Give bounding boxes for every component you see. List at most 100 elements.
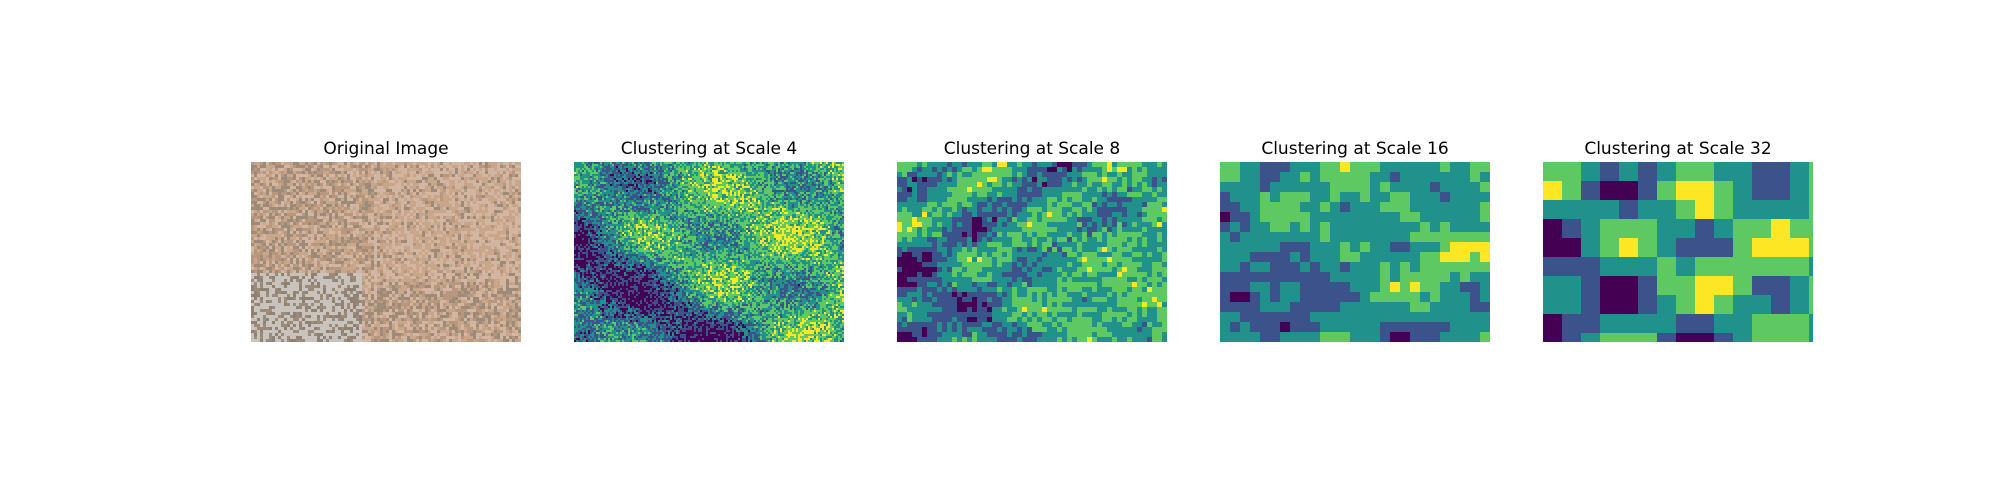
- photo-pixel: [479, 252, 483, 256]
- photo-pixel: [338, 255, 342, 259]
- photo-pixel: [326, 312, 330, 316]
- photo-pixel: [257, 168, 261, 172]
- photo-pixel: [431, 195, 435, 199]
- photo-pixel: [389, 201, 393, 205]
- photo-pixel: [314, 210, 318, 214]
- photo-pixel: [446, 246, 450, 250]
- photo-pixel: [341, 183, 345, 187]
- photo-pixel: [443, 237, 447, 241]
- photo-pixel: [251, 195, 255, 199]
- panel-original-image: Original Image: [251, 136, 521, 342]
- photo-pixel: [437, 273, 441, 277]
- photo-pixel: [416, 288, 420, 292]
- photo-pixel: [434, 270, 438, 274]
- photo-pixel: [440, 312, 444, 316]
- photo-pixel: [266, 279, 270, 283]
- photo-pixel: [257, 303, 261, 307]
- photo-pixel: [500, 222, 504, 226]
- photo-pixel: [398, 228, 402, 232]
- photo-pixel: [446, 231, 450, 235]
- photo-pixel: [455, 270, 459, 274]
- photo-pixel: [470, 294, 474, 298]
- photo-pixel: [416, 243, 420, 247]
- photo-pixel: [503, 183, 507, 187]
- photo-pixel: [413, 261, 417, 265]
- photo-pixel: [371, 207, 375, 211]
- photo-pixel: [263, 231, 267, 235]
- photo-pixel: [461, 246, 465, 250]
- photo-pixel: [254, 294, 258, 298]
- photo-pixel: [338, 186, 342, 190]
- photo-pixel: [344, 270, 348, 274]
- photo-pixel: [422, 318, 426, 322]
- photo-pixel: [296, 285, 300, 289]
- photo-pixel: [254, 225, 258, 229]
- photo-pixel: [437, 243, 441, 247]
- photo-pixel: [503, 270, 507, 274]
- photo-pixel: [458, 225, 462, 229]
- photo-pixel: [317, 180, 321, 184]
- photo-pixel: [350, 267, 354, 271]
- photo-pixel: [389, 306, 393, 310]
- photo-pixel: [356, 210, 360, 214]
- photo-pixel: [515, 195, 519, 199]
- photo-pixel: [323, 312, 327, 316]
- photo-pixel: [377, 240, 381, 244]
- photo-pixel: [485, 168, 489, 172]
- photo-pixel: [404, 267, 408, 271]
- photo-pixel: [371, 219, 375, 223]
- photo-pixel: [449, 165, 453, 169]
- photo-pixel: [350, 321, 354, 325]
- photo-pixel: [467, 210, 471, 214]
- photo-pixel: [347, 195, 351, 199]
- photo-pixel: [497, 279, 501, 283]
- photo-pixel: [494, 252, 498, 256]
- photo-pixel: [389, 174, 393, 178]
- photo-pixel: [329, 291, 333, 295]
- photo-pixel: [332, 279, 336, 283]
- photo-pixel: [422, 288, 426, 292]
- photo-pixel: [293, 273, 297, 277]
- photo-pixel: [287, 198, 291, 202]
- photo-pixel: [422, 180, 426, 184]
- photo-pixel: [269, 177, 273, 181]
- photo-pixel: [269, 252, 273, 256]
- photo-pixel: [452, 303, 456, 307]
- photo-pixel: [323, 228, 327, 232]
- photo-pixel: [458, 288, 462, 292]
- photo-pixel: [455, 222, 459, 226]
- photo-pixel: [290, 192, 294, 196]
- photo-pixel: [476, 180, 480, 184]
- photo-pixel: [311, 306, 315, 310]
- photo-pixel: [473, 201, 477, 205]
- photo-pixel: [380, 225, 384, 229]
- photo-pixel: [464, 231, 468, 235]
- photo-pixel: [341, 231, 345, 235]
- photo-pixel: [281, 318, 285, 322]
- photo-pixel: [389, 324, 393, 328]
- photo-pixel: [482, 180, 486, 184]
- photo-pixel: [353, 198, 357, 202]
- photo-pixel: [383, 258, 387, 262]
- photo-pixel: [308, 177, 312, 181]
- photo-pixel: [383, 300, 387, 304]
- photo-pixel: [395, 240, 399, 244]
- photo-pixel: [503, 207, 507, 211]
- photo-pixel: [293, 288, 297, 292]
- photo-pixel: [482, 315, 486, 319]
- photo-pixel: [425, 318, 429, 322]
- photo-pixel: [341, 198, 345, 202]
- photo-pixel: [479, 231, 483, 235]
- photo-pixel: [497, 270, 501, 274]
- photo-pixel: [497, 174, 501, 178]
- photo-pixel: [401, 234, 405, 238]
- photo-pixel: [482, 162, 486, 166]
- photo-pixel: [371, 216, 375, 220]
- photo-pixel: [299, 198, 303, 202]
- photo-pixel: [410, 222, 414, 226]
- photo-pixel: [347, 246, 351, 250]
- photo-pixel: [443, 300, 447, 304]
- photo-pixel: [332, 201, 336, 205]
- photo-pixel: [353, 312, 357, 316]
- photo-pixel: [491, 258, 495, 262]
